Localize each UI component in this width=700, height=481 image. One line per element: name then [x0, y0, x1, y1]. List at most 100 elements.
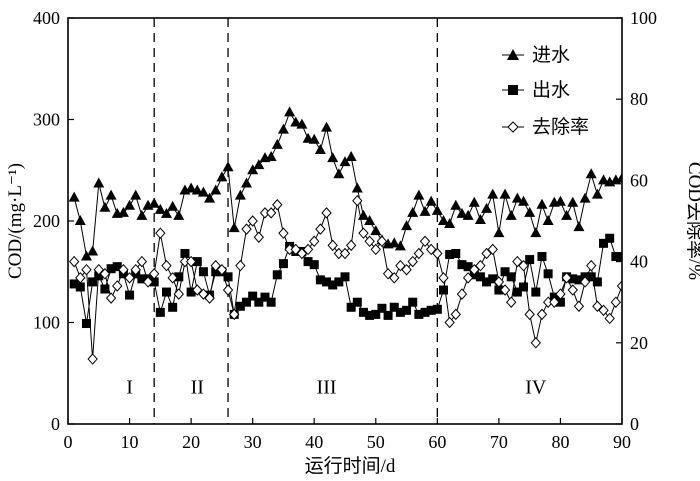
influent-point [247, 164, 259, 175]
removal-rate-point [604, 312, 615, 325]
removal-rate-point [327, 239, 338, 252]
removal-rate-point [235, 259, 246, 272]
removal-rate-point [167, 272, 178, 284]
removal-rate-point [487, 243, 498, 256]
influent-point [370, 225, 382, 236]
removal-rate-point [592, 300, 603, 313]
removal-rate-point [561, 272, 572, 284]
phase-label: II [191, 377, 204, 399]
effluent-point [371, 309, 381, 319]
influent-point [216, 171, 228, 182]
effluent-point [322, 277, 332, 287]
x-tick-label: 90 [613, 432, 631, 452]
influent-point [87, 245, 99, 256]
removal-rate-point [296, 247, 308, 260]
removal-rate-point [530, 337, 541, 349]
influent-point [210, 184, 222, 195]
influent-point [505, 209, 517, 220]
effluent-point [574, 275, 584, 285]
influent-point [468, 196, 480, 207]
effluent-point [69, 279, 79, 289]
effluent-point [512, 287, 522, 297]
y-right-tick-label: 60 [630, 170, 648, 190]
effluent-point [408, 297, 418, 307]
influent-point [462, 209, 474, 220]
effluent-point [198, 267, 208, 277]
influent-point [191, 184, 203, 195]
removal-rate-point [155, 227, 166, 239]
influent-point [271, 138, 283, 149]
removal-rate-point [475, 259, 486, 272]
influent-point [277, 123, 289, 134]
y-right-tick-label: 80 [630, 89, 648, 109]
influent-point [148, 197, 160, 208]
influent-point [68, 191, 80, 202]
removal-rate-point [173, 288, 184, 300]
removal-rate-point [309, 235, 320, 248]
effluent-point [555, 297, 565, 307]
removal-rate-point [161, 259, 172, 272]
phase-divider-layer [153, 18, 438, 424]
removal-rate-point [579, 276, 591, 288]
removal-rate-point [75, 272, 86, 284]
x-tick-label: 20 [182, 432, 200, 452]
effluent-point [266, 297, 276, 307]
influent-point [388, 237, 400, 248]
influent-point [308, 133, 320, 144]
effluent-point [445, 249, 455, 259]
effluent-point [112, 262, 122, 272]
y-left-tick-label: 400 [33, 8, 60, 28]
removal-rate-point [512, 255, 523, 268]
influent-point [493, 227, 505, 238]
removal-rate-point [210, 259, 221, 272]
removal-rate-point [185, 255, 197, 268]
influent-point [364, 215, 376, 225]
influent-point [536, 198, 548, 209]
influent-point [327, 152, 339, 163]
effluent-point [278, 259, 288, 269]
influent-point [518, 195, 530, 206]
influent-point [234, 189, 246, 200]
removal-rate-point [142, 276, 154, 288]
removal-rate-point [444, 316, 455, 329]
removal-rate-point [462, 272, 474, 284]
removal-rate-point [290, 243, 301, 256]
effluent-point [75, 282, 85, 292]
removal-rate-point [198, 288, 209, 300]
influent-point [80, 250, 92, 261]
removal-rate-point [124, 272, 135, 284]
influent-point [241, 177, 253, 188]
effluent-point [457, 260, 467, 270]
x-tick-label: 60 [428, 432, 446, 452]
influent-point [154, 203, 166, 214]
y-right-tick-label: 100 [630, 8, 657, 28]
effluent-point [525, 255, 535, 265]
removal-rate-point [586, 259, 597, 272]
removal-rate-point [136, 255, 148, 268]
removal-rate-point [81, 263, 92, 276]
influent-point [204, 192, 216, 203]
y-left-tick-label: 200 [33, 211, 60, 231]
removal-rate-point [493, 276, 505, 288]
removal-rate-point [149, 268, 160, 280]
effluent-point [531, 287, 541, 297]
effluent-point [192, 257, 202, 267]
effluent-point [389, 302, 399, 312]
removal-rate-point [112, 280, 123, 292]
removal-rate-point [229, 308, 240, 321]
influent-point [524, 206, 536, 217]
removal-rate-point [426, 243, 437, 256]
y-axis-left-label: COD/(mg·L⁻¹) [5, 163, 26, 279]
effluent-point [586, 272, 596, 282]
legend-triangle-marker [507, 49, 519, 60]
effluent-point [494, 285, 504, 295]
effluent-point [438, 285, 448, 295]
effluent-point [482, 277, 492, 287]
influent-point [284, 106, 296, 117]
effluent-point [334, 277, 344, 287]
effluent-point [309, 260, 319, 270]
removal-rate-point [506, 296, 517, 308]
removal-rate-point [389, 272, 400, 284]
influent-point [474, 213, 486, 224]
removal-rate-point [598, 304, 609, 317]
